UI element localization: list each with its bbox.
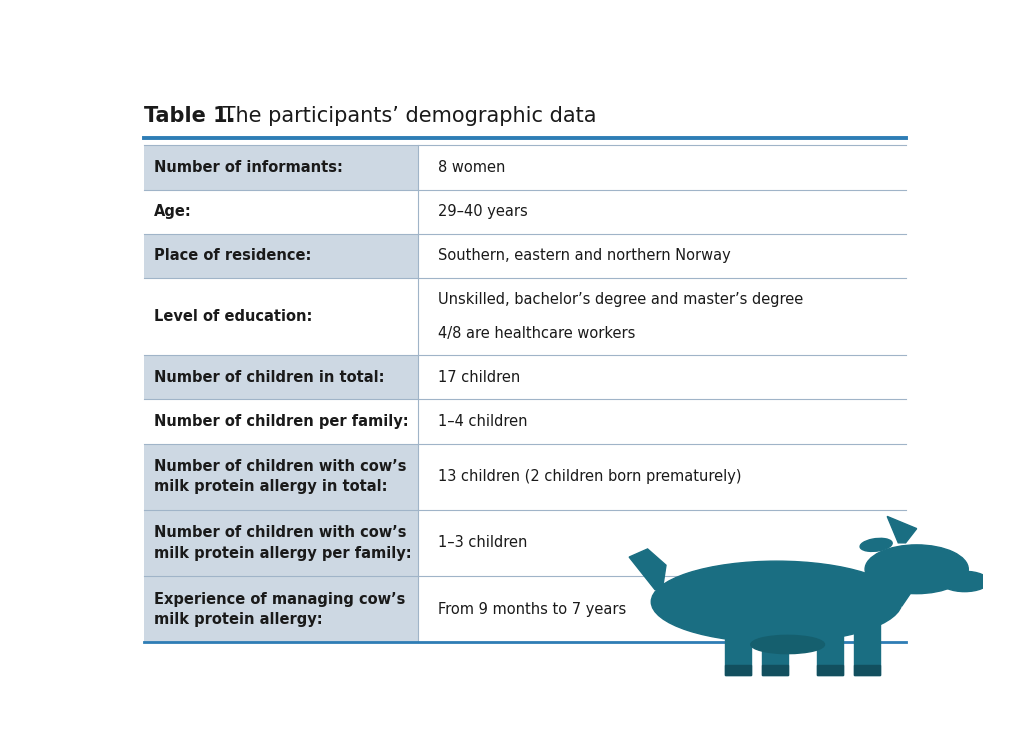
Text: 17 children: 17 children <box>437 370 520 385</box>
Ellipse shape <box>860 538 892 551</box>
Ellipse shape <box>651 561 902 642</box>
Text: 1–4 children: 1–4 children <box>437 414 527 429</box>
Text: Table 1.: Table 1. <box>143 106 236 127</box>
Bar <box>143 576 418 642</box>
Bar <box>817 614 843 675</box>
Text: Number of informants:: Number of informants: <box>155 160 343 175</box>
Text: Number of children with cow’s
milk protein allergy per family:: Number of children with cow’s milk prote… <box>155 526 412 561</box>
Text: 13 children (2 children born prematurely): 13 children (2 children born prematurely… <box>437 469 741 484</box>
Bar <box>854 614 880 675</box>
Bar <box>143 355 418 399</box>
Text: Experience of managing cow’s
milk protein allergy:: Experience of managing cow’s milk protei… <box>155 592 406 627</box>
Text: 1–3 children: 1–3 children <box>437 535 527 550</box>
Polygon shape <box>629 549 666 590</box>
Text: The participants’ demographic data: The participants’ demographic data <box>216 106 597 127</box>
Ellipse shape <box>865 545 969 593</box>
Bar <box>143 145 418 190</box>
Text: Southern, eastern and northern Norway: Southern, eastern and northern Norway <box>437 248 730 264</box>
Text: Unskilled, bachelor’s degree and master’s degree: Unskilled, bachelor’s degree and master’… <box>437 292 803 307</box>
Text: Place of residence:: Place of residence: <box>155 248 311 264</box>
Bar <box>143 233 418 278</box>
Bar <box>143 444 418 510</box>
Bar <box>762 614 787 675</box>
Bar <box>762 665 787 675</box>
Text: 4/8 are healthcare workers: 4/8 are healthcare workers <box>437 326 635 341</box>
Bar <box>725 665 751 675</box>
Text: Number of children in total:: Number of children in total: <box>155 370 385 385</box>
Polygon shape <box>854 566 924 606</box>
Bar <box>817 665 843 675</box>
Text: Number of children per family:: Number of children per family: <box>155 414 409 429</box>
Ellipse shape <box>751 636 824 654</box>
Ellipse shape <box>941 572 988 592</box>
Polygon shape <box>887 517 916 543</box>
Text: Age:: Age: <box>155 204 191 219</box>
Text: 29–40 years: 29–40 years <box>437 204 527 219</box>
Bar <box>854 665 880 675</box>
Text: 8 women: 8 women <box>437 160 505 175</box>
Text: From 9 months to 7 years: From 9 months to 7 years <box>437 602 626 617</box>
Bar <box>725 614 751 675</box>
Text: Level of education:: Level of education: <box>155 309 312 324</box>
Text: Number of children with cow’s
milk protein allergy in total:: Number of children with cow’s milk prote… <box>155 459 407 495</box>
Bar <box>143 510 418 576</box>
